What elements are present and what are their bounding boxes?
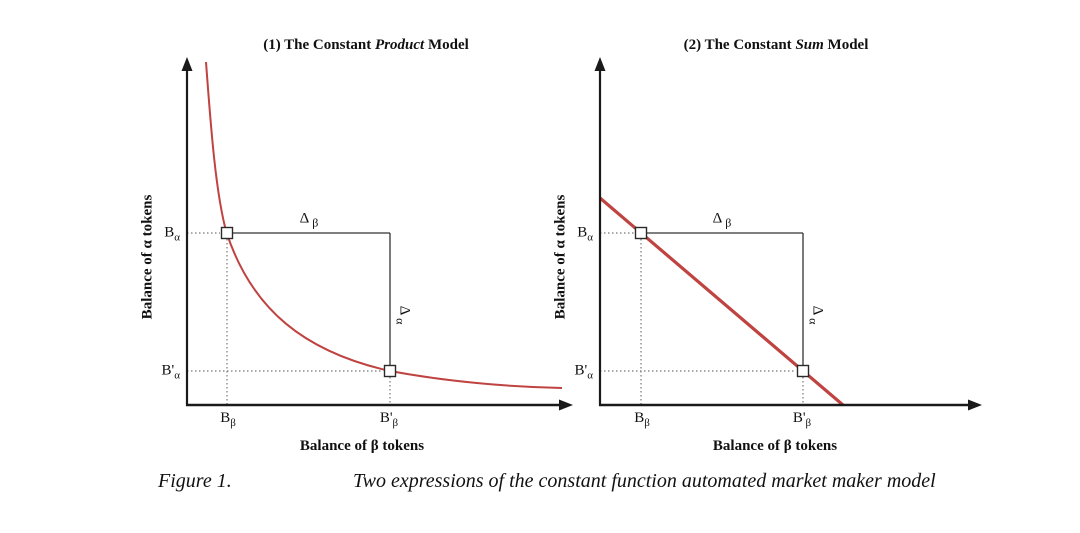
chart1-y-axis-arrow-icon — [181, 57, 193, 71]
chart2-title-emph: Sum — [795, 37, 824, 53]
chart1-xtick-bprime-beta: B'β — [379, 410, 399, 429]
figure-caption-label: Figure 1. — [158, 470, 232, 492]
chart2-title: (2) The Constant Sum Model — [576, 37, 976, 54]
chart1-plot — [181, 57, 573, 411]
chart1-ytick-balpha: Bα — [164, 224, 180, 244]
chart2-ytick-bprime-alpha-sub: α — [587, 369, 593, 382]
chart2-xtick-bbeta-sub: β — [644, 417, 650, 429]
chart1-delta-beta-label: Δ β — [299, 210, 319, 230]
chart2-plot — [594, 57, 982, 411]
chart2-delta-beta-symbol: Δ — [712, 210, 726, 227]
chart1-ytick-bprime-alpha-base: B' — [161, 362, 175, 379]
chart2-delta-alpha-symbol: Δ — [809, 305, 826, 319]
chart1-product-curve — [205, 61, 563, 389]
chart2-xtick-bprime-beta-base: B' — [792, 410, 806, 426]
chart2-y-axis-arrow-icon — [594, 57, 606, 71]
chart1-x-axis-arrow-icon — [559, 399, 573, 411]
chart1-title-suffix: Model — [424, 37, 469, 53]
chart1-marker-new-state — [383, 364, 397, 378]
chart1-delta-beta-sub: β — [312, 215, 319, 230]
chart2-title-prefix: (2) The Constant — [683, 37, 796, 53]
chart1-title-prefix: (1) The Constant — [263, 37, 376, 53]
chart2-y-axis-title: Balance of α tokens — [552, 194, 569, 320]
chart1-xtick-bprime-beta-base: B' — [379, 410, 393, 426]
chart1-x-axis-title: Balance of β tokens — [299, 438, 425, 454]
chart2-title-suffix: Model — [823, 37, 869, 53]
chart1-title: (1) The Constant Product Model — [166, 37, 566, 54]
chart1-delta-alpha-label: Δ α — [393, 305, 413, 325]
chart1-y-axis-title: Balance of α tokens — [139, 194, 156, 320]
chart2-delta-alpha-sub: α — [806, 318, 821, 325]
figure-caption-text: Two expressions of the constant function… — [353, 470, 936, 492]
chart1-delta-alpha-symbol: Δ — [396, 305, 413, 319]
chart2-ytick-bprime-alpha-base: B' — [574, 362, 588, 379]
chart1-delta-alpha-sub: α — [393, 318, 408, 325]
chart2-delta-beta-label: Δ β — [712, 210, 732, 230]
chart1-ytick-balpha-base: B — [164, 224, 175, 241]
chart2-marker-new-state — [796, 364, 810, 378]
chart1-xtick-bbeta: Bβ — [220, 410, 236, 429]
chart1-xtick-bbeta-sub: β — [230, 417, 236, 429]
chart1-xtick-bbeta-base: B — [220, 410, 231, 426]
chart2-ytick-balpha-sub: α — [587, 231, 593, 244]
chart2-ytick-balpha-base: B — [577, 224, 588, 241]
chart1-ytick-bprime-alpha-sub: α — [174, 369, 180, 382]
chart2-xtick-bprime-beta-sub: β — [805, 417, 812, 429]
chart2-xtick-bbeta-base: B — [634, 410, 645, 426]
chart1-xtick-bprime-beta-sub: β — [392, 417, 399, 429]
chart2-x-axis-arrow-icon — [968, 399, 982, 411]
chart2-x-axis-title: Balance of β tokens — [712, 438, 838, 454]
chart2-delta-beta-sub: β — [725, 215, 732, 230]
chart1-marker-initial-state — [220, 226, 234, 240]
chart2-xtick-bprime-beta: B'β — [792, 410, 812, 429]
chart1-ytick-bprime-alpha: B'α — [161, 362, 180, 382]
chart2-xtick-bbeta: Bβ — [634, 410, 650, 429]
chart2-marker-initial-state — [634, 226, 648, 240]
chart2-ytick-bprime-alpha: B'α — [574, 362, 593, 382]
chart1-delta-beta-symbol: Δ — [299, 210, 313, 227]
chart1-title-emph: Product — [375, 37, 425, 53]
chart2-delta-alpha-label: Δ α — [806, 305, 826, 325]
chart1-ytick-balpha-sub: α — [174, 231, 180, 244]
chart2-ytick-balpha: Bα — [577, 224, 593, 244]
